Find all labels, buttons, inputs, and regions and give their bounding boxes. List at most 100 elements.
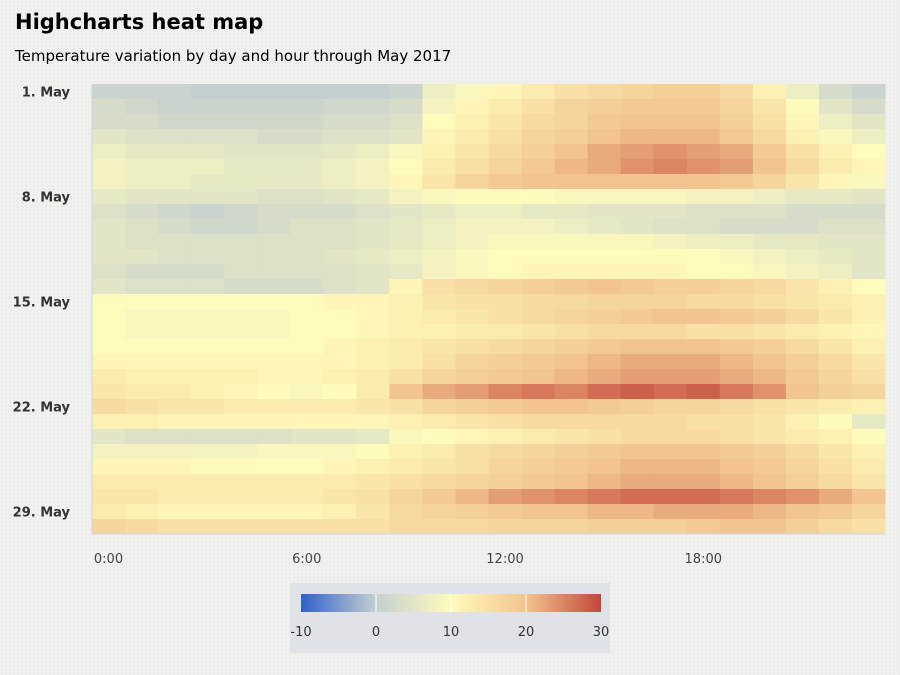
- heatmap-cell[interactable]: [719, 459, 754, 475]
- heatmap-cell[interactable]: [521, 369, 555, 385]
- heatmap-cell[interactable]: [488, 159, 522, 175]
- heatmap-cell[interactable]: [224, 504, 258, 520]
- heatmap-cell[interactable]: [290, 384, 324, 400]
- heatmap-cell[interactable]: [719, 264, 754, 280]
- heatmap-cell[interactable]: [257, 234, 291, 250]
- heatmap-cell[interactable]: [158, 204, 192, 220]
- heatmap-cell[interactable]: [257, 174, 291, 190]
- heatmap-cell[interactable]: [554, 519, 589, 535]
- heatmap-cell[interactable]: [389, 399, 423, 415]
- heatmap-cell[interactable]: [389, 504, 423, 520]
- heatmap-cell[interactable]: [554, 474, 589, 490]
- heatmap-cell[interactable]: [851, 339, 886, 355]
- heatmap-cell[interactable]: [620, 324, 655, 340]
- heatmap-cell[interactable]: [158, 429, 192, 445]
- heatmap-cell[interactable]: [92, 369, 126, 385]
- heatmap-cell[interactable]: [752, 129, 787, 145]
- heatmap-cell[interactable]: [191, 84, 225, 100]
- heatmap-cell[interactable]: [587, 279, 622, 295]
- heatmap-cell[interactable]: [752, 504, 787, 520]
- heatmap-cell[interactable]: [92, 129, 126, 145]
- heatmap-cell[interactable]: [323, 429, 357, 445]
- heatmap-cell[interactable]: [719, 339, 754, 355]
- heatmap-cell[interactable]: [620, 354, 655, 370]
- heatmap-cell[interactable]: [785, 264, 820, 280]
- heatmap-cell[interactable]: [92, 189, 126, 205]
- heatmap-cell[interactable]: [488, 489, 522, 505]
- heatmap-cell[interactable]: [323, 504, 357, 520]
- heatmap-cell[interactable]: [785, 384, 820, 400]
- heatmap-cell[interactable]: [224, 189, 258, 205]
- heatmap-cell[interactable]: [455, 504, 489, 520]
- heatmap-cell[interactable]: [455, 99, 489, 115]
- heatmap-cell[interactable]: [158, 294, 192, 310]
- heatmap-cell[interactable]: [686, 414, 721, 430]
- heatmap-cell[interactable]: [389, 309, 423, 325]
- heatmap-cell[interactable]: [356, 159, 390, 175]
- heatmap-cell[interactable]: [521, 144, 555, 160]
- heatmap-cell[interactable]: [818, 219, 853, 235]
- heatmap-cell[interactable]: [257, 129, 291, 145]
- heatmap-cell[interactable]: [191, 114, 225, 130]
- heatmap-cell[interactable]: [686, 279, 721, 295]
- heatmap-cell[interactable]: [224, 369, 258, 385]
- heatmap-cell[interactable]: [620, 249, 655, 265]
- heatmap-cell[interactable]: [785, 354, 820, 370]
- heatmap-cell[interactable]: [686, 429, 721, 445]
- heatmap-cell[interactable]: [620, 489, 655, 505]
- heatmap-cell[interactable]: [620, 444, 655, 460]
- heatmap-cell[interactable]: [785, 324, 820, 340]
- heatmap-cell[interactable]: [851, 429, 886, 445]
- heatmap-cell[interactable]: [719, 84, 754, 100]
- heatmap-cell[interactable]: [653, 204, 688, 220]
- heatmap-cell[interactable]: [158, 129, 192, 145]
- heatmap-cell[interactable]: [158, 264, 192, 280]
- heatmap-cell[interactable]: [455, 369, 489, 385]
- heatmap-cell[interactable]: [125, 189, 159, 205]
- heatmap-cell[interactable]: [554, 444, 589, 460]
- heatmap-cell[interactable]: [488, 129, 522, 145]
- heatmap-cell[interactable]: [422, 294, 456, 310]
- heatmap-cell[interactable]: [290, 204, 324, 220]
- heatmap-cell[interactable]: [92, 504, 126, 520]
- heatmap-cell[interactable]: [290, 129, 324, 145]
- heatmap-cell[interactable]: [620, 189, 655, 205]
- heatmap-cell[interactable]: [488, 279, 522, 295]
- heatmap-cell[interactable]: [752, 249, 787, 265]
- heatmap-cell[interactable]: [455, 324, 489, 340]
- heatmap-cell[interactable]: [191, 294, 225, 310]
- heatmap-cell[interactable]: [389, 129, 423, 145]
- heatmap-cell[interactable]: [191, 384, 225, 400]
- heatmap-cell[interactable]: [851, 444, 886, 460]
- heatmap-cell[interactable]: [323, 219, 357, 235]
- heatmap-cell[interactable]: [521, 519, 555, 535]
- heatmap-cell[interactable]: [92, 519, 126, 535]
- heatmap-cell[interactable]: [620, 159, 655, 175]
- heatmap-cell[interactable]: [455, 354, 489, 370]
- heatmap-cell[interactable]: [818, 174, 853, 190]
- heatmap-cell[interactable]: [587, 414, 622, 430]
- heatmap-cell[interactable]: [554, 459, 589, 475]
- heatmap-cell[interactable]: [290, 429, 324, 445]
- heatmap-cell[interactable]: [224, 174, 258, 190]
- heatmap-cell[interactable]: [125, 309, 159, 325]
- heatmap-cell[interactable]: [389, 294, 423, 310]
- heatmap-cell[interactable]: [191, 489, 225, 505]
- heatmap-cell[interactable]: [389, 249, 423, 265]
- heatmap-cell[interactable]: [653, 189, 688, 205]
- heatmap-cell[interactable]: [818, 234, 853, 250]
- heatmap-cell[interactable]: [323, 444, 357, 460]
- heatmap-cell[interactable]: [356, 114, 390, 130]
- heatmap-cell[interactable]: [92, 279, 126, 295]
- heatmap-cell[interactable]: [224, 129, 258, 145]
- heatmap-cell[interactable]: [290, 489, 324, 505]
- heatmap-cell[interactable]: [686, 369, 721, 385]
- heatmap-cell[interactable]: [224, 84, 258, 100]
- heatmap-cell[interactable]: [851, 489, 886, 505]
- heatmap-cell[interactable]: [356, 174, 390, 190]
- heatmap-cell[interactable]: [125, 504, 159, 520]
- heatmap-cell[interactable]: [158, 504, 192, 520]
- heatmap-cell[interactable]: [125, 279, 159, 295]
- heatmap-cell[interactable]: [851, 129, 886, 145]
- heatmap-cell[interactable]: [488, 384, 522, 400]
